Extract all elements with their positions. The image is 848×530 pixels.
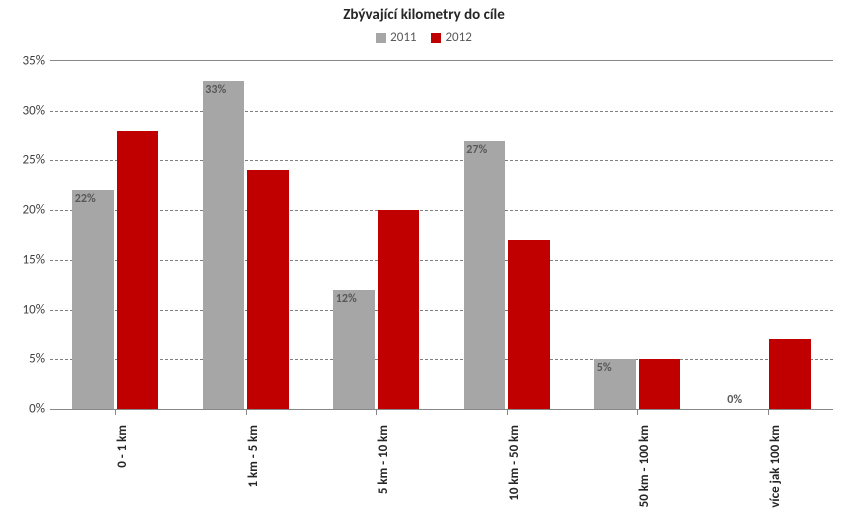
- data-label: 5%: [641, 361, 656, 375]
- x-tick: [507, 410, 508, 415]
- x-axis-labels: 0 - 1 km 1 km - 5 km 5 km - 10 km 10 km - 5…: [50, 415, 833, 530]
- plot-area: 0%5%10%15%20%25%30%35%22%28%33%24%12%20%…: [50, 60, 833, 410]
- data-label: 24%: [250, 172, 271, 186]
- y-tick-label: 20%: [5, 203, 45, 218]
- bar-2011: [203, 81, 245, 409]
- x-label-cell: více jak 100 km: [703, 415, 834, 530]
- x-tick: [637, 410, 638, 415]
- x-axis-label: 1 km - 5 km: [246, 425, 261, 488]
- bar-2012: [117, 131, 159, 409]
- legend-label-2011: 2011: [390, 30, 416, 45]
- x-label-cell: 50 km - 100 km: [572, 415, 703, 530]
- legend-swatch-2012: [431, 33, 441, 43]
- bar-group: 22% 28%: [50, 61, 181, 409]
- data-label: 20%: [380, 212, 401, 226]
- bar-2012: [508, 240, 550, 409]
- chart-container: Zbývající kilometry do cíle 2011 2012 0%…: [0, 0, 848, 530]
- x-axis-label: 0 - 1 km: [115, 425, 130, 468]
- legend-item-2011: 2011: [376, 30, 416, 45]
- chart-title: Zbývající kilometry do cíle: [0, 6, 848, 24]
- x-tick: [376, 410, 377, 415]
- data-label: 0%: [727, 393, 742, 407]
- y-tick-label: 5%: [5, 352, 45, 367]
- bar-2011: [72, 190, 114, 409]
- data-label: 27%: [466, 143, 487, 157]
- y-tick-label: 10%: [5, 302, 45, 317]
- y-tick-label: 25%: [5, 153, 45, 168]
- legend-swatch-2011: [376, 33, 386, 43]
- bar-group: 12% 20%: [311, 61, 442, 409]
- data-label: 12%: [336, 292, 357, 306]
- legend-item-2012: 2012: [431, 30, 471, 45]
- data-label: 22%: [75, 192, 96, 206]
- x-tick: [115, 410, 116, 415]
- x-label-cell: 1 km - 5 km: [181, 415, 312, 530]
- legend: 2011 2012: [0, 30, 848, 47]
- data-label: 7%: [772, 341, 787, 355]
- x-axis-label: 10 km - 50 km: [507, 425, 522, 501]
- bar-group: 27% 17%: [442, 61, 573, 409]
- bar-group: 33% 24%: [181, 61, 312, 409]
- x-label-cell: 0 - 1 km: [50, 415, 181, 530]
- bar-2011: [333, 290, 375, 409]
- legend-label-2012: 2012: [445, 30, 471, 45]
- y-tick-label: 30%: [5, 103, 45, 118]
- x-label-cell: 10 km - 50 km: [442, 415, 573, 530]
- bar-2011: [464, 141, 506, 409]
- bar-group: 5% 5%: [572, 61, 703, 409]
- data-label: 28%: [119, 133, 140, 147]
- bar-2012: [247, 170, 289, 409]
- x-axis-label: 5 km - 10 km: [376, 425, 391, 494]
- data-label: 5%: [597, 361, 612, 375]
- y-tick-label: 15%: [5, 252, 45, 267]
- y-tick-label: 35%: [5, 54, 45, 69]
- x-axis-label: 50 km - 100 km: [637, 425, 652, 507]
- x-label-cell: 5 km - 10 km: [311, 415, 442, 530]
- bar-group: 0% 7%: [703, 61, 834, 409]
- y-tick-label: 0%: [5, 402, 45, 417]
- data-label: 33%: [205, 83, 226, 97]
- x-tick: [768, 410, 769, 415]
- data-label: 17%: [511, 242, 532, 256]
- x-tick: [246, 410, 247, 415]
- x-axis-label: více jak 100 km: [768, 425, 783, 508]
- bar-2012: [378, 210, 420, 409]
